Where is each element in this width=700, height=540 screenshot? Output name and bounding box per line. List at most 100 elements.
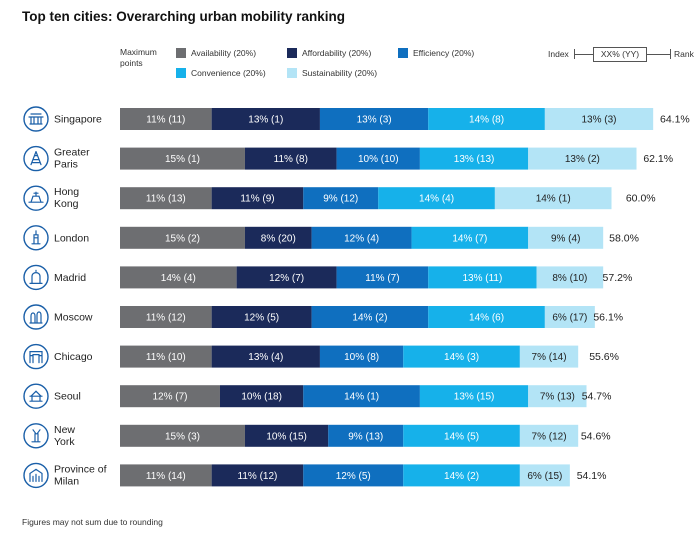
bar-singapore-availability [120, 108, 212, 130]
bar-london-affordability [244, 226, 312, 249]
bar-label-hong-kong-2: 9% (12) [323, 194, 358, 205]
city-label-singapore: Singapore [54, 114, 102, 126]
chicago-city-icon [23, 343, 49, 370]
bar-singapore-convenience [428, 108, 545, 130]
legend-label-sustainability: Sustainability (20%) [302, 68, 378, 78]
bar-label-new-york-2: 9% (13) [348, 431, 383, 442]
legend-swatch-affordability [287, 48, 297, 58]
bar-new-york-availability [120, 424, 245, 447]
bar-chicago-availability [120, 345, 212, 368]
bar-madrid-availability [120, 266, 237, 289]
bar-singapore-affordability [211, 108, 320, 130]
city-label-chicago: Chicago [54, 351, 93, 363]
bar-madrid-sustainability [536, 266, 604, 289]
bar-label-seoul-0: 12% (7) [152, 392, 187, 403]
bar-label-seoul-4: 7% (13) [540, 392, 575, 403]
chart-title: Top ten cities: Overarching urban mobili… [22, 9, 346, 24]
bar-greater-paris-availability [120, 147, 245, 170]
legend-swatch-efficiency [398, 48, 408, 58]
city-label-province-of-milan: Province of Milan [54, 463, 107, 487]
bar-seoul-affordability [219, 385, 304, 408]
bar-label-london-3: 14% (7) [452, 233, 487, 244]
bar-label-greater-paris-3: 13% (13) [454, 154, 495, 165]
singapore-city-icon [23, 106, 49, 132]
city-label-new-york: New York [54, 424, 75, 448]
bar-label-chicago-0: 11% (10) [146, 352, 186, 363]
bar-chicago-efficiency [319, 345, 404, 368]
bar-label-singapore-4: 13% (3) [582, 115, 617, 126]
bar-greater-paris-affordability [244, 147, 337, 170]
index-key: Index XX% (YY) Rank [548, 47, 694, 62]
bar-label-hong-kong-3: 14% (4) [419, 194, 454, 205]
bar-moscow-sustainability [544, 306, 595, 328]
madrid-city-icon [23, 264, 49, 291]
bar-label-moscow-2: 14% (2) [352, 313, 387, 324]
bar-greater-paris-efficiency [336, 147, 420, 170]
bar-label-seoul-1: 10% (18) [241, 392, 282, 403]
bar-hong-kong-sustainability [494, 187, 612, 210]
bar-label-moscow-4: 6% (17) [552, 313, 587, 324]
bar-province-of-milan-efficiency [303, 464, 404, 487]
hong-kong-city-icon [23, 185, 49, 211]
bar-label-seoul-3: 13% (15) [454, 392, 495, 403]
bar-london-efficiency [311, 226, 412, 249]
bar-province-of-milan-sustainability [519, 464, 570, 487]
bar-label-london-1: 8% (20) [261, 233, 296, 244]
city-label-london: London [54, 232, 89, 244]
total-label-greater-paris: 62.1% [643, 153, 673, 165]
total-label-hong-kong: 60.0% [626, 193, 656, 205]
bar-label-singapore-2: 13% (3) [357, 115, 392, 126]
bar-province-of-milan-affordability [211, 464, 304, 487]
city-label-greater-paris: Greater Paris [54, 147, 90, 171]
bar-label-new-york-1: 10% (15) [266, 431, 307, 442]
index-key-box: XX% (YY) [593, 47, 647, 62]
index-key-left-label: Index [548, 49, 569, 59]
legend-heading: Maximum points [120, 47, 157, 68]
bar-label-hong-kong-0: 11% (13) [146, 194, 186, 205]
legend-label-availability: Availability (20%) [191, 48, 257, 58]
total-label-moscow: 56.1% [593, 312, 623, 324]
total-label-singapore: 64.1% [660, 114, 690, 126]
bar-province-of-milan-convenience [403, 464, 520, 487]
bar-label-province-of-milan-0: 11% (14) [146, 471, 186, 482]
city-label-seoul: Seoul [54, 391, 81, 403]
bar-new-york-efficiency [328, 424, 404, 447]
bar-label-hong-kong-4: 14% (1) [536, 194, 571, 205]
province-of-milan-city-icon [23, 462, 49, 489]
bar-label-singapore-0: 11% (11) [146, 115, 185, 126]
bar-label-new-york-0: 15% (3) [165, 431, 200, 442]
bar-label-london-0: 15% (2) [165, 233, 200, 244]
total-label-new-york: 54.6% [581, 430, 611, 442]
bar-label-madrid-0: 14% (4) [161, 273, 196, 284]
bar-greater-paris-convenience [419, 147, 529, 170]
legend-swatch-sustainability [287, 68, 297, 78]
legend-item-convenience: Convenience (20%) [176, 68, 266, 78]
bar-province-of-milan-availability [120, 464, 212, 487]
total-label-london: 58.0% [609, 232, 639, 244]
moscow-city-icon [23, 304, 49, 330]
bar-label-chicago-1: 13% (4) [248, 352, 283, 363]
bar-label-chicago-4: 7% (14) [532, 352, 567, 363]
legend-item-affordability: Affordability (20%) [287, 48, 371, 58]
bar-chicago-convenience [403, 345, 520, 368]
bar-label-greater-paris-1: 11% (8) [274, 154, 308, 165]
city-label-madrid: Madrid [54, 272, 86, 284]
bar-label-madrid-1: 12% (7) [269, 273, 304, 284]
bar-london-availability [120, 226, 245, 249]
seoul-city-icon [23, 383, 49, 409]
index-key-right-tick [670, 49, 671, 59]
footnote: Figures may not sum due to rounding [22, 517, 163, 527]
bar-label-chicago-3: 14% (3) [444, 352, 479, 363]
bar-seoul-efficiency [303, 385, 420, 408]
london-city-icon [23, 225, 49, 251]
bar-hong-kong-efficiency [303, 187, 379, 210]
bar-label-singapore-3: 14% (8) [469, 115, 504, 126]
bar-label-province-of-milan-1: 11% (12) [238, 471, 278, 482]
bar-greater-paris-sustainability [528, 147, 637, 170]
bar-label-province-of-milan-4: 6% (15) [527, 471, 562, 482]
bar-label-seoul-2: 14% (1) [344, 392, 379, 403]
bar-london-convenience [411, 226, 529, 249]
legend-swatch-availability [176, 48, 186, 58]
total-label-seoul: 54.7% [582, 391, 612, 403]
greater-paris-city-icon [23, 145, 49, 172]
